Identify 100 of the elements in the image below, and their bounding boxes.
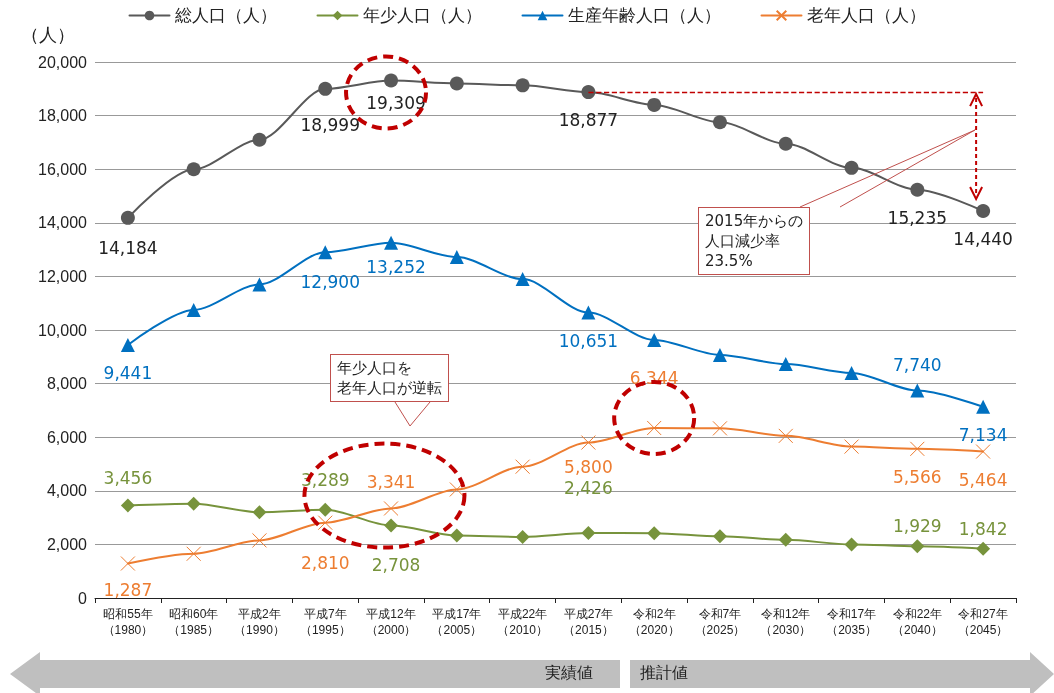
legend-label: 総人口（人） bbox=[173, 6, 277, 25]
point bbox=[976, 399, 991, 414]
x-tick-label: 平成22年（2010） bbox=[497, 607, 548, 637]
point bbox=[251, 532, 267, 548]
x-tick-label: 令和27年（2045） bbox=[957, 607, 1009, 637]
point bbox=[778, 357, 793, 372]
point bbox=[910, 383, 925, 398]
point bbox=[844, 160, 859, 175]
point bbox=[252, 277, 267, 292]
point bbox=[383, 500, 399, 516]
point bbox=[778, 532, 793, 547]
point bbox=[120, 210, 135, 225]
point bbox=[318, 502, 333, 517]
y-tick-label: 12,000 bbox=[38, 267, 88, 285]
data-label: 14,440 bbox=[953, 229, 1013, 250]
y-tick-label: 10,000 bbox=[38, 321, 88, 339]
y-tick-label: 4,000 bbox=[46, 482, 88, 500]
data-label: 1,929 bbox=[892, 516, 942, 537]
x-tick-label: 令和22年（2040） bbox=[891, 607, 943, 637]
annotation: 2015年からの人口減少率23.5% bbox=[698, 207, 811, 275]
point bbox=[976, 204, 991, 218]
y-tick-label: 2,000 bbox=[46, 535, 88, 553]
data-label: 18,999 bbox=[300, 114, 360, 135]
data-label: 10,651 bbox=[558, 330, 619, 351]
point bbox=[909, 441, 925, 457]
y-tick-label: 0 bbox=[78, 589, 88, 607]
point bbox=[910, 539, 925, 554]
point bbox=[778, 136, 793, 151]
x-tick-label: 令和12年（2030） bbox=[760, 607, 812, 637]
data-label: 5,464 bbox=[958, 469, 1008, 490]
y-tick-label: 6,000 bbox=[46, 428, 88, 446]
text: 推計値 bbox=[640, 663, 688, 684]
point bbox=[976, 541, 991, 556]
y-tick-label: 20,000 bbox=[38, 53, 88, 71]
point bbox=[580, 435, 596, 451]
point bbox=[647, 97, 662, 112]
point bbox=[318, 245, 333, 260]
x-tick-label: 昭和60年（1985） bbox=[168, 607, 220, 637]
point bbox=[186, 162, 201, 177]
data-label: 15,235 bbox=[887, 207, 948, 228]
point bbox=[449, 76, 464, 91]
point bbox=[647, 332, 662, 347]
point bbox=[186, 546, 202, 562]
point bbox=[581, 85, 596, 100]
data-label: 12,900 bbox=[300, 272, 360, 293]
point bbox=[975, 444, 991, 460]
point bbox=[712, 529, 727, 544]
text: 実績値 bbox=[545, 663, 593, 684]
legend-label: 年少人口（人） bbox=[362, 6, 482, 25]
data-label: 19,309 bbox=[366, 92, 426, 113]
x-tick-label: 平成2年（1990） bbox=[234, 607, 285, 637]
point bbox=[515, 272, 530, 287]
x-tick-label: 令和17年（2035） bbox=[826, 607, 877, 637]
point bbox=[318, 81, 333, 96]
data-label: 14,184 bbox=[98, 237, 158, 258]
y-tick-label: 14,000 bbox=[38, 214, 88, 232]
data-label: 7,134 bbox=[958, 424, 1008, 445]
point bbox=[844, 439, 860, 455]
point bbox=[515, 78, 530, 93]
data-label: 9,441 bbox=[103, 362, 153, 383]
x-tick-label: 平成17年（2005） bbox=[431, 607, 483, 637]
point bbox=[186, 302, 201, 317]
point bbox=[515, 529, 530, 544]
data-label: 3,341 bbox=[366, 472, 416, 493]
point bbox=[449, 528, 464, 543]
data-label: 18,877 bbox=[558, 110, 619, 131]
point bbox=[384, 73, 399, 88]
point bbox=[252, 505, 267, 520]
data-label: 2,708 bbox=[371, 555, 421, 576]
point bbox=[120, 337, 135, 352]
y-tick-label: 18,000 bbox=[38, 107, 88, 125]
data-label: 2,810 bbox=[300, 552, 350, 573]
x-tick-label: 平成27年（2015） bbox=[563, 607, 614, 637]
x-tick-label: 令和7年（2025） bbox=[694, 607, 746, 637]
point bbox=[712, 115, 727, 130]
point bbox=[844, 365, 859, 380]
point bbox=[581, 525, 596, 540]
legend-label: 老年人口（人） bbox=[806, 6, 926, 25]
point bbox=[449, 250, 464, 265]
x-tick-label: 令和2年（2020） bbox=[628, 607, 680, 637]
point bbox=[515, 459, 531, 475]
point bbox=[120, 498, 135, 513]
point bbox=[317, 515, 333, 531]
data-label: 1,287 bbox=[103, 579, 153, 600]
point bbox=[647, 526, 662, 541]
point bbox=[120, 556, 136, 572]
data-label: 2,426 bbox=[564, 477, 613, 498]
point bbox=[646, 420, 662, 436]
data-label: 5,800 bbox=[564, 456, 613, 477]
y-axis-title: （人） bbox=[21, 25, 75, 45]
point bbox=[844, 537, 859, 552]
y-tick-label: 16,000 bbox=[38, 160, 88, 178]
legend-label: 生産年齢人口（人） bbox=[567, 6, 721, 25]
x-tick-label: 昭和55年（1980） bbox=[102, 607, 154, 637]
data-label: 3,456 bbox=[103, 468, 153, 489]
x-tick-label: 平成7年（1995） bbox=[299, 607, 351, 637]
point bbox=[186, 496, 201, 511]
point bbox=[252, 132, 267, 147]
point bbox=[712, 420, 728, 436]
point bbox=[384, 235, 399, 250]
